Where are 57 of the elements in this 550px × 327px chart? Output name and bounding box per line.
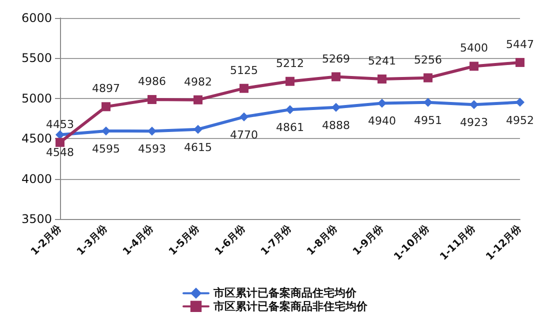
point — [286, 76, 294, 86]
data-label: 4615 — [184, 140, 212, 154]
point — [194, 124, 202, 134]
data-label: 4952 — [506, 114, 534, 127]
data-label: 5125 — [230, 64, 258, 77]
point — [424, 98, 432, 107]
point — [194, 95, 202, 104]
data-label: 5400 — [460, 42, 488, 55]
x-tick-label: 1-8月份 — [304, 222, 341, 258]
legend-label: 市区累计已备案商品非住宅均价 — [212, 300, 368, 313]
point — [286, 105, 294, 114]
point — [240, 84, 248, 93]
y-tick-label: 5500 — [21, 51, 52, 66]
point — [470, 62, 478, 71]
point — [332, 72, 340, 82]
point — [378, 98, 386, 108]
y-tick-label: 6000 — [21, 11, 52, 25]
data-label: 4897 — [92, 82, 120, 96]
point — [240, 112, 248, 122]
data-label: 5241 — [368, 54, 396, 68]
data-label: 5447 — [506, 38, 534, 51]
point — [424, 73, 432, 82]
x-tick-label: 1-4月份 — [120, 222, 157, 258]
data-label: 4595 — [92, 142, 120, 156]
data-label: 4548 — [46, 146, 74, 160]
x-tick-label: 1-9月份 — [350, 222, 387, 258]
point — [516, 58, 524, 67]
data-label: 4951 — [414, 114, 442, 127]
x-tick-label: 1-6月份 — [212, 222, 249, 258]
point — [102, 102, 110, 112]
y-tick-label: 5000 — [21, 91, 52, 106]
point — [516, 98, 524, 107]
point — [148, 95, 156, 104]
y-tick-label: 4000 — [21, 172, 52, 186]
data-label: 5256 — [414, 53, 442, 66]
data-label: 5212 — [276, 56, 304, 70]
legend-label: 市区累计已备案商品住宅均价 — [212, 286, 358, 300]
point — [56, 138, 64, 147]
data-label: 4861 — [276, 121, 304, 134]
data-label: 4770 — [230, 128, 258, 142]
point — [470, 100, 478, 110]
y-tick-label: 4500 — [21, 132, 52, 146]
point — [378, 74, 386, 84]
point — [148, 126, 156, 136]
data-label: 4593 — [138, 142, 166, 156]
data-label: 4940 — [368, 114, 396, 128]
data-label: 4986 — [138, 75, 166, 88]
data-label: 4982 — [184, 75, 212, 88]
x-tick-label: 1-7月份 — [258, 222, 295, 258]
point — [332, 102, 340, 112]
data-label: 4888 — [322, 118, 350, 132]
data-label: 5269 — [322, 52, 350, 66]
y-tick-label: 3500 — [21, 212, 52, 226]
x-tick-label: 1-5月份 — [166, 222, 203, 258]
data-label: 4923 — [460, 116, 488, 130]
data-label: 4453 — [46, 118, 74, 131]
x-tick-label: 1-3月份 — [74, 222, 111, 258]
